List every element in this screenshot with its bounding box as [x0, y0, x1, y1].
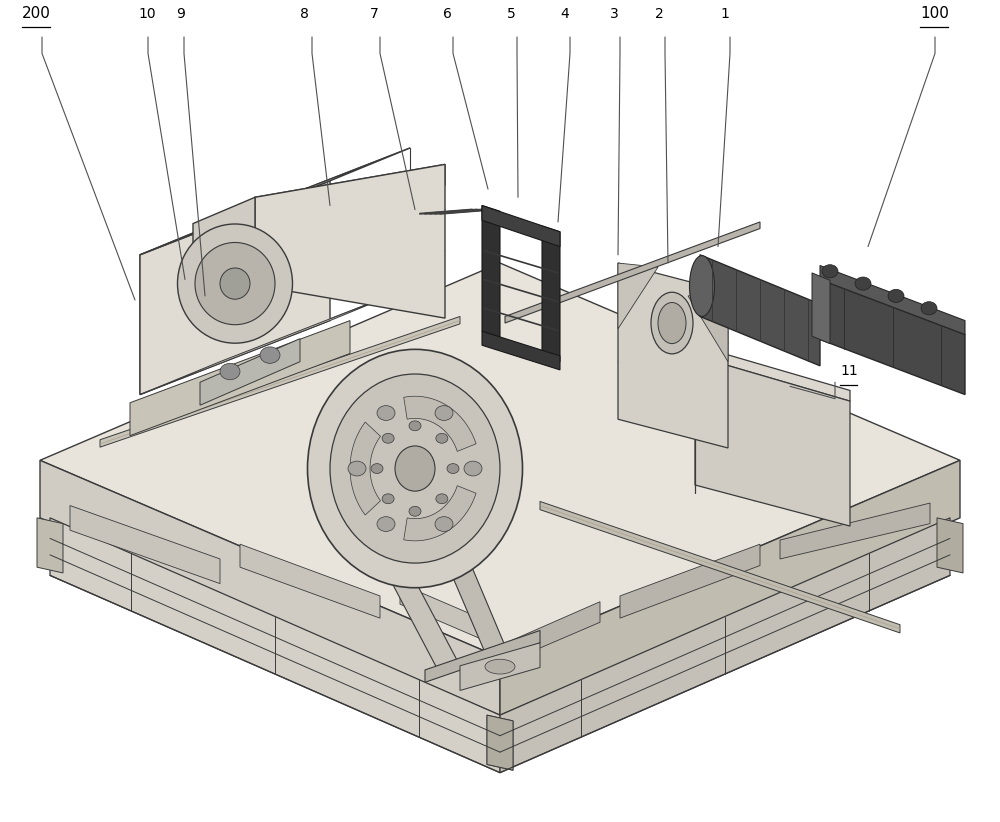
Circle shape [409, 421, 421, 431]
Polygon shape [140, 148, 410, 255]
Polygon shape [70, 506, 220, 584]
Polygon shape [193, 197, 255, 312]
Circle shape [464, 461, 482, 476]
Polygon shape [200, 339, 300, 405]
Ellipse shape [658, 302, 686, 344]
Polygon shape [255, 164, 445, 218]
Polygon shape [400, 584, 490, 643]
Polygon shape [820, 266, 965, 335]
Polygon shape [140, 181, 330, 395]
Polygon shape [482, 331, 560, 370]
Text: 9: 9 [176, 7, 185, 21]
Circle shape [382, 433, 394, 443]
Ellipse shape [220, 268, 250, 299]
Ellipse shape [178, 224, 292, 344]
Circle shape [435, 405, 453, 420]
Polygon shape [780, 503, 930, 559]
Text: 5: 5 [507, 7, 516, 21]
Ellipse shape [690, 256, 714, 316]
Polygon shape [255, 164, 445, 318]
Circle shape [382, 494, 394, 504]
Text: 200: 200 [22, 6, 51, 21]
Circle shape [377, 517, 395, 532]
Ellipse shape [330, 374, 500, 563]
Polygon shape [140, 288, 410, 395]
Polygon shape [500, 460, 960, 715]
Text: 8: 8 [300, 7, 309, 21]
Polygon shape [445, 551, 510, 664]
Polygon shape [542, 226, 560, 362]
Polygon shape [375, 543, 460, 674]
Polygon shape [620, 544, 760, 618]
Polygon shape [510, 602, 600, 661]
Circle shape [436, 494, 448, 504]
Polygon shape [40, 460, 500, 715]
Text: 100: 100 [920, 6, 949, 21]
Polygon shape [240, 544, 380, 618]
Circle shape [260, 347, 280, 363]
Polygon shape [425, 630, 540, 682]
Polygon shape [487, 715, 513, 770]
Circle shape [888, 289, 904, 302]
Polygon shape [618, 263, 728, 448]
Text: 11: 11 [840, 364, 858, 378]
Circle shape [447, 464, 459, 473]
Polygon shape [688, 292, 728, 362]
Polygon shape [812, 273, 830, 344]
Circle shape [409, 506, 421, 516]
Circle shape [377, 405, 395, 420]
Text: 3: 3 [610, 7, 619, 21]
Polygon shape [130, 321, 350, 436]
Circle shape [822, 265, 838, 278]
Polygon shape [618, 263, 658, 329]
Polygon shape [350, 422, 381, 515]
Polygon shape [695, 356, 850, 526]
Polygon shape [140, 222, 220, 395]
Polygon shape [937, 518, 963, 573]
Text: 6: 6 [443, 7, 452, 21]
Text: 2: 2 [655, 7, 664, 21]
Polygon shape [482, 206, 500, 337]
Circle shape [348, 461, 366, 476]
Circle shape [220, 363, 240, 380]
Circle shape [921, 302, 937, 315]
Polygon shape [460, 643, 540, 690]
Ellipse shape [651, 292, 693, 353]
Polygon shape [404, 486, 476, 541]
Polygon shape [505, 222, 760, 323]
Polygon shape [487, 715, 513, 770]
Ellipse shape [395, 446, 435, 492]
Text: 10: 10 [138, 7, 156, 21]
Polygon shape [700, 255, 820, 366]
Circle shape [435, 517, 453, 532]
Polygon shape [100, 316, 460, 447]
Text: 4: 4 [560, 7, 569, 21]
Polygon shape [404, 396, 476, 451]
Polygon shape [482, 206, 560, 247]
Polygon shape [695, 345, 850, 401]
Text: 7: 7 [370, 7, 379, 21]
Polygon shape [820, 279, 965, 395]
Ellipse shape [485, 659, 515, 674]
Polygon shape [50, 518, 500, 773]
Polygon shape [40, 263, 960, 658]
Ellipse shape [308, 349, 522, 588]
Circle shape [855, 277, 871, 290]
Circle shape [436, 433, 448, 443]
Text: 1: 1 [720, 7, 729, 21]
Polygon shape [540, 501, 900, 633]
Ellipse shape [195, 242, 275, 325]
Polygon shape [500, 518, 950, 773]
Circle shape [371, 464, 383, 473]
Polygon shape [37, 518, 63, 573]
